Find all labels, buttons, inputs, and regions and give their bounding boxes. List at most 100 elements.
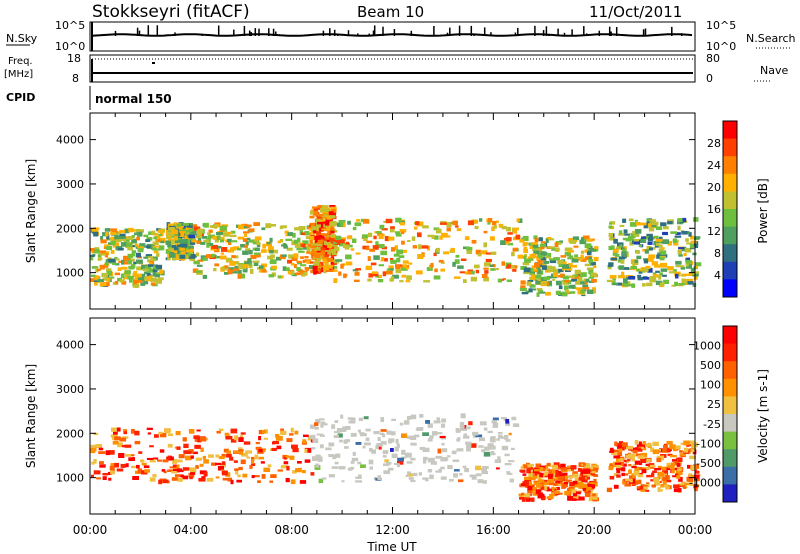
- echo-cell: [378, 234, 384, 240]
- echo-cell: [431, 235, 436, 239]
- echo-cell: [319, 418, 325, 421]
- echo-cell: [303, 434, 309, 437]
- echo-cell: [471, 239, 477, 244]
- echo-cell: [682, 486, 687, 489]
- echo-cell: [675, 470, 683, 476]
- echo-cell: [435, 455, 443, 459]
- echo-cell: [131, 235, 135, 238]
- echo-cell: [540, 256, 547, 261]
- echo-cell: [333, 278, 338, 283]
- echo-cell: [622, 237, 630, 241]
- echo-cell: [494, 268, 499, 271]
- echo-cell: [322, 266, 329, 271]
- echo-cell: [321, 205, 329, 208]
- echo-cell: [624, 478, 631, 482]
- echo-cell: [237, 263, 244, 268]
- echo-cell: [351, 457, 359, 462]
- echo-cell: [241, 273, 245, 279]
- echo-cell: [490, 268, 496, 271]
- echo-cell: [646, 282, 653, 287]
- power-echo-cells: [90, 205, 702, 297]
- echo-cell: [154, 238, 158, 241]
- echo-cell: [98, 447, 104, 451]
- echo-cell: [482, 480, 487, 484]
- y-tick-label: 2000: [56, 427, 84, 440]
- echo-cell: [363, 219, 370, 224]
- echo-cell: [590, 466, 594, 472]
- echo-cell: [616, 282, 623, 286]
- echo-cell: [660, 262, 667, 268]
- echo-cell: [190, 470, 196, 475]
- colorbar-segment: [723, 361, 737, 380]
- echo-cell: [686, 242, 691, 245]
- echo-cell: [109, 276, 115, 279]
- echo-cell: [221, 453, 226, 458]
- echo-cell: [358, 417, 364, 421]
- echo-cell: [200, 447, 204, 452]
- echo-cell: [120, 242, 127, 247]
- echo-cell: [460, 428, 467, 431]
- echo-cell: [520, 285, 526, 291]
- echo-cell: [261, 263, 267, 267]
- echo-cell: [245, 240, 249, 246]
- echo-cell: [182, 467, 190, 471]
- echo-cell: [326, 242, 331, 245]
- echo-cell: [199, 470, 207, 475]
- echo-cell: [692, 283, 697, 287]
- y-tick-label: 3000: [56, 178, 84, 191]
- echo-cell: [529, 242, 533, 246]
- echo-cell: [145, 254, 153, 257]
- echo-cell: [424, 477, 429, 482]
- echo-cell: [572, 493, 578, 497]
- echo-cell: [231, 240, 238, 243]
- echo-cell: [626, 276, 630, 280]
- echo-cell: [207, 232, 211, 235]
- echo-cell: [324, 221, 330, 226]
- echo-cell: [683, 440, 690, 446]
- echo-cell: [523, 255, 527, 259]
- echo-cell: [145, 239, 151, 242]
- echo-cell: [259, 265, 264, 269]
- echo-cell: [207, 234, 212, 240]
- echo-cell: [152, 241, 159, 245]
- echo-cell: [659, 255, 666, 259]
- echo-cell: [646, 233, 653, 238]
- echo-cell: [516, 218, 520, 223]
- echo-cell: [688, 481, 694, 486]
- echo-cell: [495, 220, 499, 223]
- echo-cell: [685, 260, 692, 264]
- echo-cell: [455, 225, 459, 228]
- echo-cell: [312, 265, 318, 271]
- echo-cell: [567, 475, 573, 479]
- echo-cell: [328, 454, 335, 458]
- echo-cell: [540, 251, 547, 256]
- echo-cell: [522, 473, 527, 476]
- echo-cell: [215, 462, 222, 466]
- echo-cell: [192, 268, 199, 273]
- echo-cell: [131, 229, 136, 232]
- echo-cell: [684, 447, 689, 453]
- echo-cell: [389, 228, 395, 233]
- echo-cell: [480, 250, 488, 255]
- echo-cell: [309, 265, 314, 269]
- echo-cell: [659, 257, 665, 261]
- echo-cell: [466, 443, 472, 448]
- beam-label: Beam 10: [357, 3, 424, 21]
- echo-cell: [558, 275, 563, 278]
- echo-cell: [153, 236, 158, 240]
- echo-cell: [630, 265, 637, 270]
- echo-cell: [128, 457, 135, 461]
- echo-cell: [572, 286, 577, 289]
- echo-cell: [134, 232, 138, 236]
- echo-cell: [500, 240, 507, 245]
- echo-cell: [659, 272, 663, 276]
- echo-cell: [438, 259, 444, 263]
- echo-cell: [434, 268, 438, 273]
- echo-cell: [656, 254, 663, 259]
- echo-cell: [539, 473, 544, 478]
- echo-cell: [260, 461, 265, 464]
- echo-cell: [267, 246, 274, 251]
- echo-cell: [396, 463, 400, 468]
- echo-cell: [496, 467, 500, 470]
- echo-cell: [317, 263, 322, 268]
